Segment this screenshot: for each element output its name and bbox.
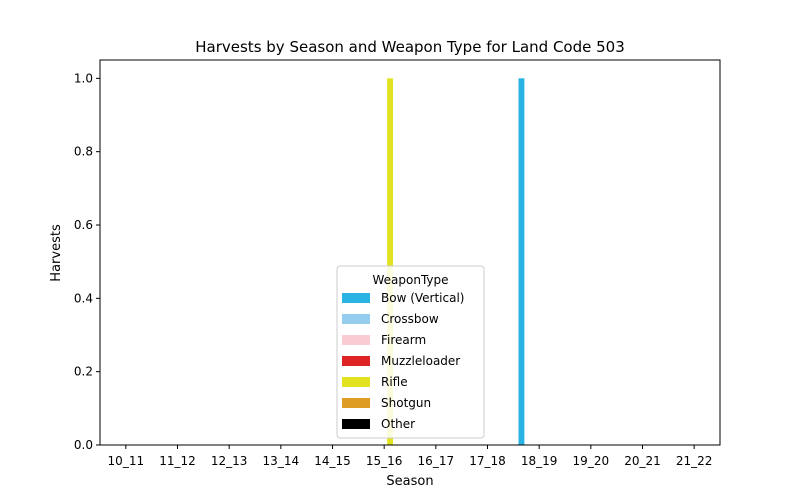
plot-area-frame: [99, 59, 721, 446]
y-tick-label: 0.2: [74, 365, 93, 379]
x-tick-label: 10_11: [108, 454, 145, 468]
bar: [518, 78, 525, 445]
x-tick-label: 12_13: [211, 454, 248, 468]
chart-title: Harvests by Season and Weapon Type for L…: [195, 38, 625, 56]
y-axis-label: Harvests: [49, 224, 64, 282]
legend-swatch: [342, 335, 370, 345]
legend-label: Rifle: [381, 375, 408, 389]
legend-swatch: [342, 314, 370, 324]
legend-swatch: [342, 377, 370, 387]
x-tick-label: 19_20: [573, 454, 610, 468]
legend-label: Crossbow: [381, 312, 439, 326]
y-axis: 0.0 0.2 0.4 0.6 0.8 1.0: [74, 71, 100, 452]
legend-label: Bow (Vertical): [381, 291, 464, 305]
legend-label: Other: [381, 417, 415, 431]
y-tick-label: 0.4: [74, 291, 93, 305]
legend: WeaponType Bow (Vertical) Crossbow Firearm M…: [336, 265, 485, 439]
legend-label: Shotgun: [381, 396, 431, 410]
x-tick-label: 21_22: [676, 454, 713, 468]
x-tick-label: 20_21: [624, 454, 661, 468]
x-tick-label: 18_19: [521, 454, 558, 468]
legend-box: [336, 265, 485, 439]
x-tick-label: 17_18: [469, 454, 506, 468]
legend-swatch: [342, 398, 370, 408]
legend-swatch: [342, 293, 370, 303]
x-axis: 10_11 11_12 12_13 13_14 14_15 15_16 16_17 17_18…: [108, 445, 713, 468]
x-tick-label: 14_15: [314, 454, 351, 468]
x-tick-label: 11_12: [159, 454, 196, 468]
legend-label: Muzzleloader: [381, 354, 460, 368]
legend-swatch: [342, 419, 370, 429]
legend-swatch: [342, 356, 370, 366]
bar: [387, 78, 394, 445]
x-axis-label: Season: [386, 474, 433, 489]
legend-title: WeaponType: [372, 273, 448, 287]
x-tick-label: 15_16: [366, 454, 403, 468]
y-tick-label: 0.0: [74, 438, 93, 452]
bars-layer: [387, 78, 525, 445]
y-tick-label: 0.8: [74, 145, 93, 159]
y-tick-label: 1.0: [74, 71, 93, 85]
x-tick-label: 16_17: [418, 454, 455, 468]
y-tick-label: 0.6: [74, 218, 93, 232]
legend-label: Firearm: [381, 333, 426, 347]
x-tick-label: 13_14: [263, 454, 300, 468]
